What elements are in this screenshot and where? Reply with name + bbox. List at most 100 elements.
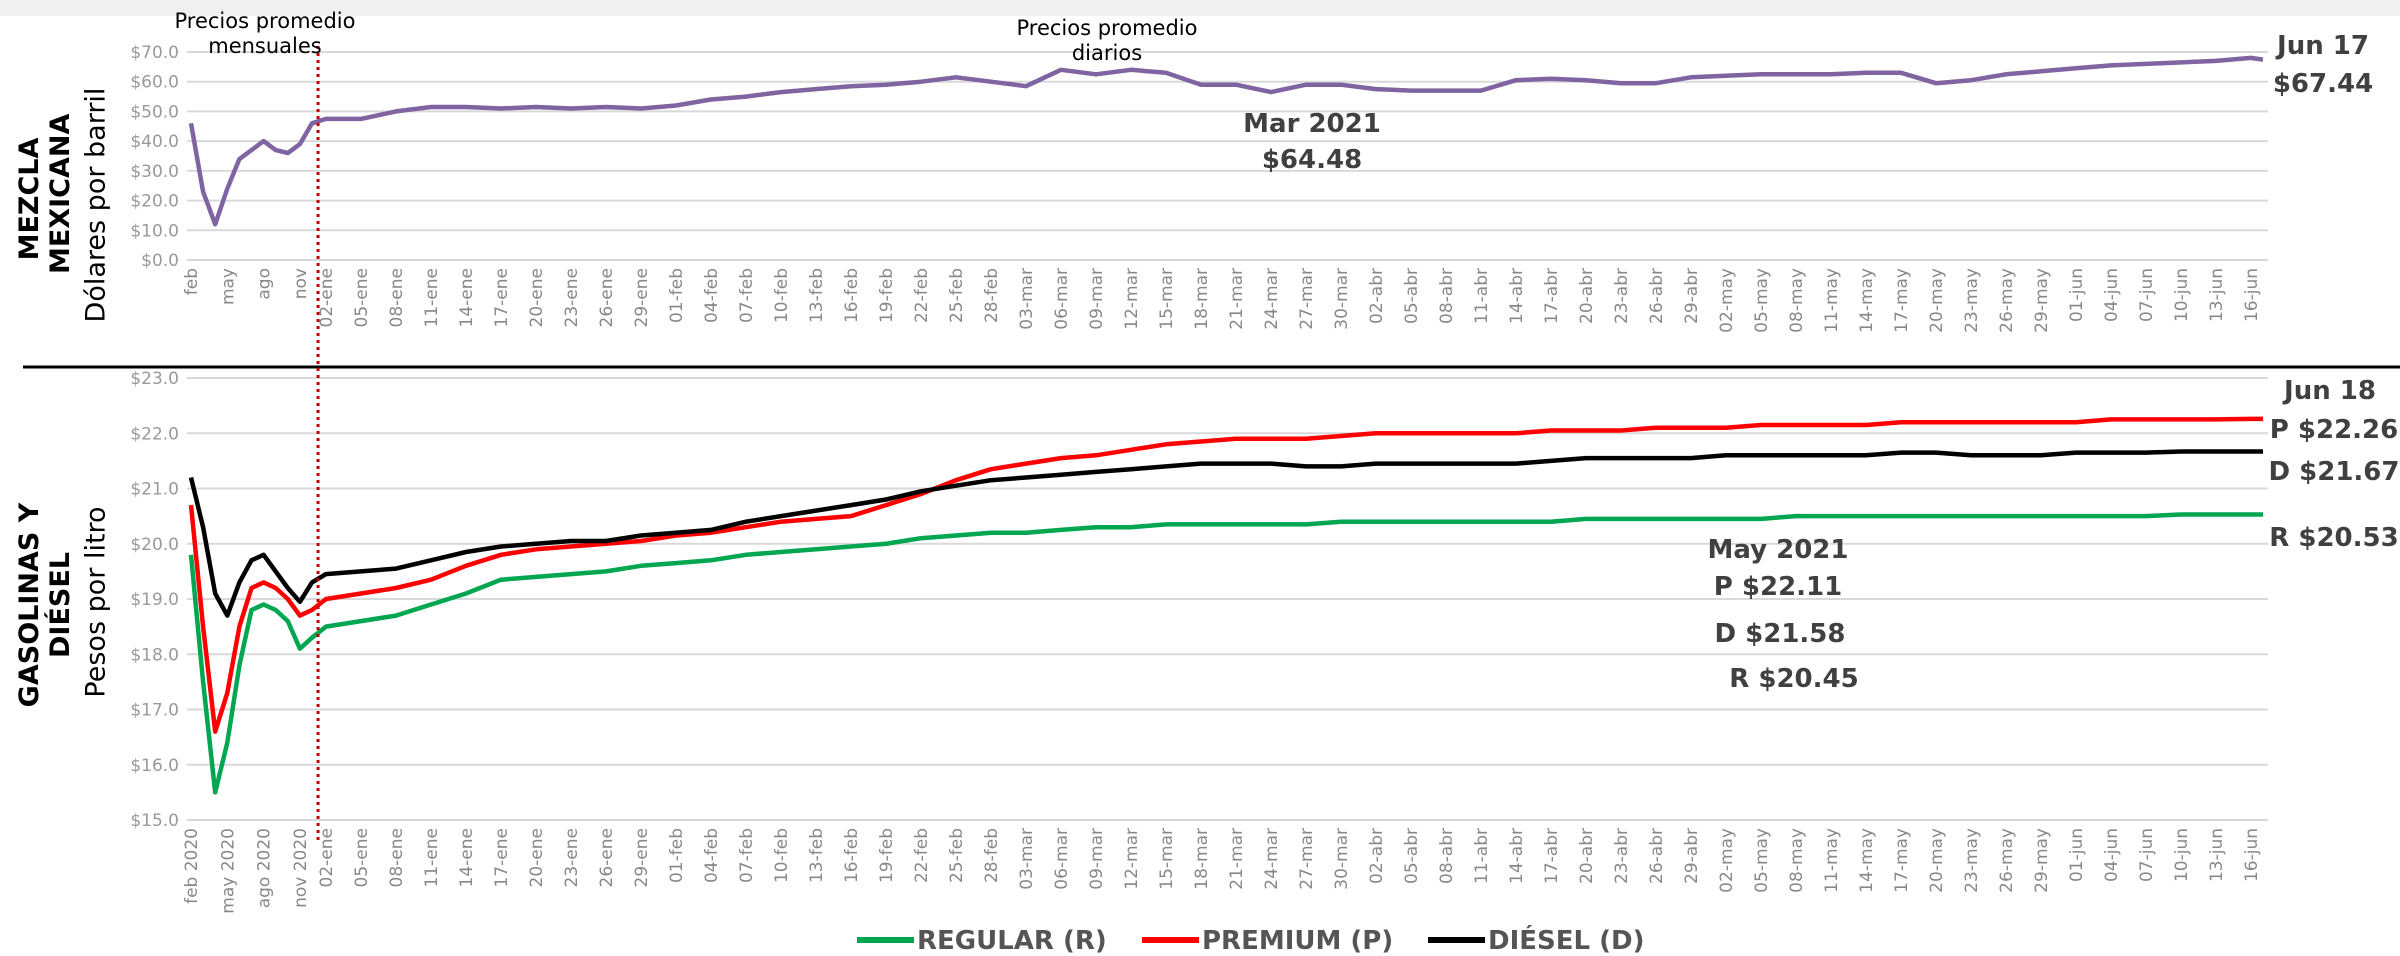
x-tick-label: 20-may [1927,828,1947,893]
x-tick-label: 26-ene [597,268,617,327]
x-tick-label: 17-may [1892,828,1912,893]
x-tick-label: 26-ene [597,828,617,887]
chart: $0.0$10.0$20.0$30.0$40.0$50.0$60.0$70.0f… [0,0,2400,956]
x-tick-label: 29-ene [632,268,652,327]
x-tick-label: 15-mar [1157,268,1177,330]
x-tick-label: 18-mar [1192,268,1212,330]
chart-title: GASOLINAS Y DIÉSEL [14,495,76,715]
x-tick-label: 05-ene [352,828,372,887]
x-tick-label: 14-ene [457,268,477,327]
x-tick-label: 14-ene [457,828,477,887]
annotation: P $22.11 [1714,572,1842,602]
x-tick-label: 02-abr [1367,268,1387,324]
x-tick-label: 17-abr [1542,268,1562,324]
x-tick-label: 20-abr [1577,828,1597,884]
x-tick-label: 04-feb [702,268,722,323]
x-tick-label: 12-mar [1122,828,1142,890]
x-tick-label: 11-may [1822,268,1842,333]
x-tick-label: 05-ene [352,268,372,327]
x-tick-label: ago [255,268,275,300]
x-tick-label: 03-mar [1017,268,1037,330]
x-tick-label: 15-mar [1157,828,1177,890]
x-tick-label: 20-ene [527,268,547,327]
x-tick-label: 19-feb [877,828,897,883]
legend-label: PREMIUM (P) [1202,926,1393,956]
y-tick-label: $50.0 [130,102,179,122]
x-tick-label: 03-mar [1017,828,1037,890]
x-tick-label: 14-abr [1507,268,1527,324]
x-tick-label: 20-abr [1577,268,1597,324]
x-tick-label: 04-feb [702,828,722,883]
x-tick-label: 04-jun [2102,268,2122,322]
x-tick-label: 12-mar [1122,268,1142,330]
y-tick-label: $20.0 [130,535,179,555]
x-tick-label: 01-feb [667,828,687,883]
x-tick-label: 14-may [1857,828,1877,893]
x-tick-label: 19-feb [877,268,897,323]
x-tick-label: 25-feb [947,268,967,323]
x-tick-label: 11-abr [1472,828,1492,884]
y-tick-label: $0.0 [141,251,179,271]
annotation: Precios promedio mensuales [165,9,365,59]
x-tick-label: 16-feb [842,828,862,883]
x-tick-label: 02-ene [317,268,337,327]
y-tick-label: $18.0 [130,645,179,665]
x-tick-label: 30-mar [1332,828,1352,890]
x-tick-label: 22-feb [912,828,932,883]
x-tick-label: 02-may [1717,828,1737,893]
x-tick-label: 11-abr [1472,268,1492,324]
y-tick-label: $21.0 [130,480,179,500]
x-tick-label: 23-abr [1612,268,1632,324]
x-tick-label: 30-mar [1332,268,1352,330]
x-tick-label: 08-abr [1437,828,1457,884]
x-tick-label: 29-abr [1682,828,1702,884]
y-tick-label: $40.0 [130,132,179,152]
x-tick-label: 01-feb [667,268,687,323]
x-tick-label: may [218,268,238,305]
x-tick-label: 08-ene [387,828,407,887]
x-tick-label: 11-ene [422,268,442,327]
y-tick-label: $23.0 [130,369,179,389]
x-tick-label: 10-jun [2172,268,2192,322]
x-tick-label: nov 2020 [291,828,311,908]
x-tick-label: nov [291,268,311,299]
x-tick-label: 21-mar [1227,828,1247,890]
annotation: $64.48 [1262,145,1362,175]
x-tick-label: 13-feb [807,828,827,883]
x-tick-label: 23-may [1962,268,1982,333]
x-tick-label: 05-abr [1402,268,1422,324]
line-series [191,452,2263,616]
x-tick-label: 13-feb [807,268,827,323]
x-tick-label: 13-jun [2207,268,2227,322]
x-tick-label: 08-ene [387,268,407,327]
x-tick-label: 07-jun [2137,268,2157,322]
x-tick-label: 28-feb [982,828,1002,883]
x-tick-label: 16-feb [842,268,862,323]
x-tick-label: 23-ene [562,828,582,887]
x-tick-label: 02-ene [317,828,337,887]
y-tick-label: $60.0 [130,73,179,93]
x-tick-label: 27-mar [1297,268,1317,330]
x-tick-label: 26-abr [1647,268,1667,324]
x-tick-label: 29-ene [632,828,652,887]
x-tick-label: 24-mar [1262,828,1282,890]
x-tick-label: 02-abr [1367,828,1387,884]
legend-label: REGULAR (R) [917,926,1107,956]
x-tick-label: 07-feb [737,268,757,323]
x-tick-label: 24-mar [1262,268,1282,330]
x-tick-label: 18-mar [1192,828,1212,890]
y-tick-label: $30.0 [130,162,179,182]
annotation: $67.44 [2273,69,2373,99]
x-tick-label: 23-may [1962,828,1982,893]
y-axis-title: Pesos por litro [81,506,112,697]
x-tick-label: 06-mar [1052,828,1072,890]
x-tick-label: 05-may [1752,828,1772,893]
x-tick-label: ago 2020 [255,828,275,908]
x-tick-label: 25-feb [947,828,967,883]
x-tick-label: 27-mar [1297,828,1317,890]
x-tick-label: feb 2020 [182,828,202,904]
x-tick-label: 05-may [1752,268,1772,333]
y-tick-label: $19.0 [130,590,179,610]
page: $0.0$10.0$20.0$30.0$40.0$50.0$60.0$70.0f… [0,0,2400,956]
x-tick-label: 04-jun [2102,828,2122,882]
